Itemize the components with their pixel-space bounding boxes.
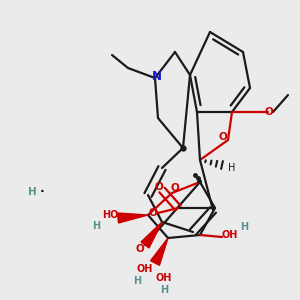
Text: H: H [228, 163, 236, 173]
Text: OH: OH [137, 264, 153, 274]
Polygon shape [118, 213, 148, 223]
Text: H: H [92, 221, 100, 231]
Text: OH: OH [222, 230, 238, 240]
Text: O: O [154, 182, 164, 192]
Text: N: N [152, 70, 162, 83]
Text: OH: OH [156, 273, 172, 283]
Text: H: H [28, 187, 36, 197]
Text: O: O [219, 132, 227, 142]
Polygon shape [141, 222, 162, 248]
Polygon shape [151, 238, 168, 265]
Text: O: O [148, 208, 158, 218]
Text: ·: · [40, 185, 44, 199]
Text: H: H [160, 285, 168, 295]
Text: HO: HO [102, 210, 118, 220]
Text: O: O [265, 107, 273, 117]
Text: H: H [240, 222, 248, 232]
Text: H: H [133, 276, 141, 286]
Text: O: O [136, 244, 144, 254]
Text: O: O [171, 183, 179, 193]
